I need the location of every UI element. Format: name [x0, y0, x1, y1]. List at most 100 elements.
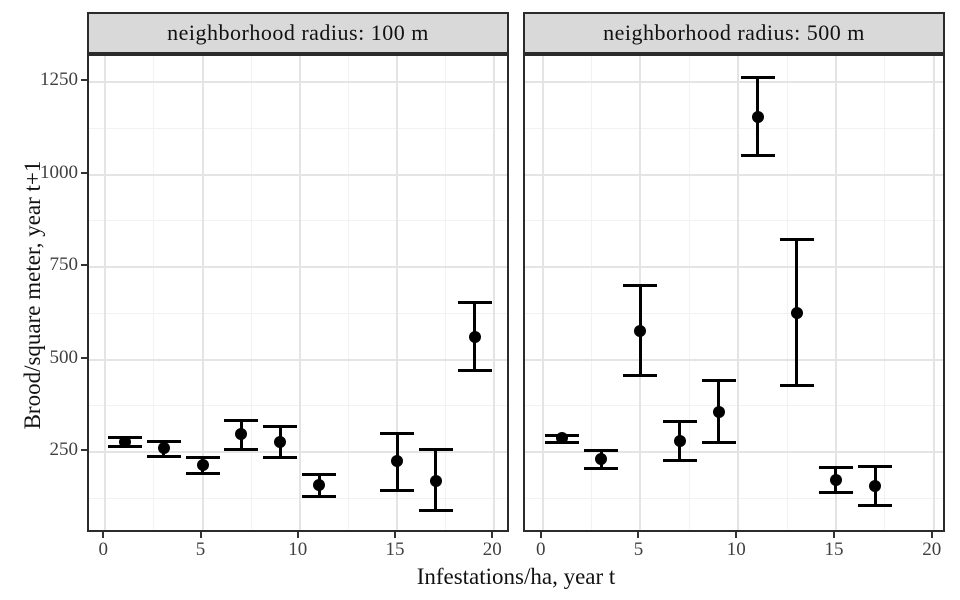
- gridline-major-y: [89, 266, 507, 268]
- error-bar-cap-bottom: [584, 466, 619, 470]
- y-tick-label: 750: [49, 254, 79, 275]
- error-bar-cap-top: [263, 425, 298, 429]
- gridline-minor-y: [525, 127, 943, 129]
- x-tick-mark: [199, 532, 202, 538]
- y-tick-mark: [81, 449, 87, 451]
- gridline-major-y: [525, 173, 943, 176]
- data-point: [869, 479, 882, 492]
- error-bar-cap-bottom: [185, 472, 220, 476]
- x-tick-mark: [539, 532, 542, 538]
- error-bar-cap-bottom: [662, 459, 697, 462]
- data-point: [829, 474, 842, 487]
- gridline-minor-y: [89, 405, 507, 407]
- x-tick-mark: [735, 532, 738, 538]
- gridline-minor-y: [89, 220, 507, 222]
- x-tick-mark: [102, 532, 105, 538]
- x-tick-mark: [296, 532, 299, 538]
- facet-strip-label: neighborhood radius: 500 m: [603, 20, 865, 45]
- gridline-major-x: [201, 56, 204, 530]
- error-bar-cap-bottom: [263, 456, 298, 460]
- y-tick-mark: [81, 356, 87, 359]
- gridline-major-y: [89, 451, 507, 453]
- x-tick-mark: [930, 532, 933, 538]
- gridline-major-x: [493, 56, 496, 530]
- error-bar-cap-top: [418, 448, 453, 452]
- x-tick-label: 0: [98, 539, 109, 560]
- x-tick-mark: [637, 532, 640, 538]
- data-point: [429, 475, 442, 488]
- error-bar-cap-top: [818, 465, 853, 469]
- error-bar-cap-bottom: [457, 369, 492, 373]
- data-point: [157, 442, 170, 455]
- gridline-minor-y: [89, 497, 507, 499]
- error-bar-cap-bottom: [623, 373, 658, 377]
- error-bar-cap-top: [740, 76, 775, 80]
- gridline-major-y: [89, 173, 507, 176]
- y-tick-label: 1000: [40, 161, 78, 183]
- data-point: [196, 458, 209, 471]
- error-bar-cap-top: [858, 464, 893, 468]
- gridline-major-x: [396, 56, 399, 530]
- x-tick-label: 15: [385, 539, 405, 560]
- data-point: [673, 434, 686, 447]
- y-tick-label: 250: [49, 439, 79, 460]
- gridline-minor-x: [884, 56, 886, 530]
- gridline-minor-y: [89, 312, 507, 314]
- data-point: [595, 453, 608, 466]
- data-point: [118, 435, 131, 448]
- gridline-major-x: [932, 56, 935, 530]
- error-bar-cap-bottom: [146, 454, 181, 458]
- error-bar-cap-bottom: [302, 495, 337, 499]
- data-point: [391, 454, 404, 467]
- gridline-minor-x: [688, 56, 690, 530]
- data-point: [751, 110, 764, 123]
- x-tick-label: 0: [535, 539, 546, 560]
- x-tick-label: 10: [726, 539, 746, 560]
- error-bar-cap-bottom: [858, 503, 893, 507]
- plot-panel-500m: [523, 54, 945, 532]
- error-bar-cap-top: [302, 473, 337, 477]
- plot-panel-100m: [87, 54, 509, 532]
- gridline-major-y: [89, 81, 507, 83]
- error-bar-cap-top: [457, 301, 492, 305]
- error-bar-cap-top: [662, 419, 697, 423]
- gridline-major-y: [525, 81, 943, 83]
- data-point: [556, 432, 569, 445]
- gridline-major-y: [89, 358, 507, 361]
- x-tick-label: 10: [288, 539, 308, 560]
- gridline-minor-y: [525, 405, 943, 407]
- gridline-minor-x: [153, 56, 155, 530]
- gridline-major-x: [298, 56, 301, 530]
- error-bar-cap-bottom: [740, 154, 775, 158]
- gridline-major-x: [104, 56, 107, 530]
- data-point: [790, 306, 803, 319]
- y-tick-mark: [81, 79, 87, 81]
- gridline-minor-y: [525, 497, 943, 499]
- error-bar-cap-top: [779, 238, 814, 242]
- gridline-major-y: [525, 358, 943, 361]
- x-tick-label: 15: [824, 539, 844, 560]
- gridline-major-y: [525, 266, 943, 268]
- error-bar-cap-bottom: [380, 489, 415, 493]
- x-tick-label: 5: [195, 539, 206, 560]
- gridline-minor-y: [525, 312, 943, 314]
- error-bar-cap-top: [701, 378, 736, 382]
- x-tick-label: 20: [922, 539, 942, 560]
- gridline-minor-y: [525, 220, 943, 222]
- x-tick-mark: [491, 532, 494, 538]
- gridline-major-x: [834, 56, 837, 530]
- facet-strip-label: neighborhood radius: 100 m: [167, 20, 429, 45]
- gridline-minor-x: [786, 56, 788, 530]
- data-point: [274, 436, 287, 448]
- data-point: [634, 325, 647, 337]
- gridline-major-x: [541, 56, 544, 530]
- x-tick-label: 20: [482, 539, 502, 560]
- facet-strip-500m: neighborhood radius: 500 m: [523, 12, 945, 54]
- gridline-major-x: [737, 56, 740, 530]
- data-point: [235, 428, 248, 441]
- gridline-minor-x: [347, 56, 349, 530]
- gridline-minor-x: [250, 56, 252, 530]
- y-axis-title: Brood/square meter, year t+1: [20, 160, 45, 430]
- gridline-minor-y: [89, 127, 507, 129]
